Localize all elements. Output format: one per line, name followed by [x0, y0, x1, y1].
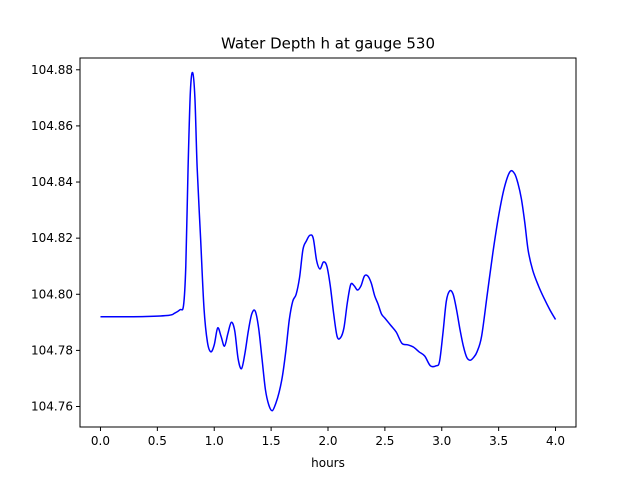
x-tick-label: 1.5 — [262, 434, 281, 448]
x-tick-label: 3.0 — [432, 434, 451, 448]
x-axis-label: hours — [311, 456, 345, 470]
y-tick-label: 104.76 — [31, 400, 73, 414]
plot-frame — [79, 57, 577, 428]
plot-area — [79, 57, 577, 428]
y-tick-label: 104.80 — [31, 287, 73, 301]
y-tick-label: 104.84 — [31, 175, 73, 189]
y-tick-label: 104.88 — [31, 63, 73, 77]
y-tick-label: 104.82 — [31, 231, 73, 245]
x-tick-label: 3.5 — [489, 434, 508, 448]
y-tick-label: 104.78 — [31, 343, 73, 357]
y-tick-label: 104.86 — [31, 119, 73, 133]
x-tick-label: 2.0 — [318, 434, 337, 448]
chart-title: Water Depth h at gauge 530 — [221, 35, 435, 53]
x-axis-ticks: 0.0 0.5 1.0 1.5 2.0 2.5 3.0 3.5 4.0 — [91, 427, 565, 448]
x-tick-label: 2.5 — [375, 434, 394, 448]
x-tick-label: 1.0 — [205, 434, 224, 448]
x-tick-label: 4.0 — [546, 434, 565, 448]
x-tick-label: 0.0 — [91, 434, 110, 448]
x-tick-label: 0.5 — [148, 434, 167, 448]
series-line-0 — [100, 71, 557, 412]
y-axis-ticks: 104.76 104.78 104.80 104.82 104.84 104.86 104.… — [31, 63, 80, 414]
